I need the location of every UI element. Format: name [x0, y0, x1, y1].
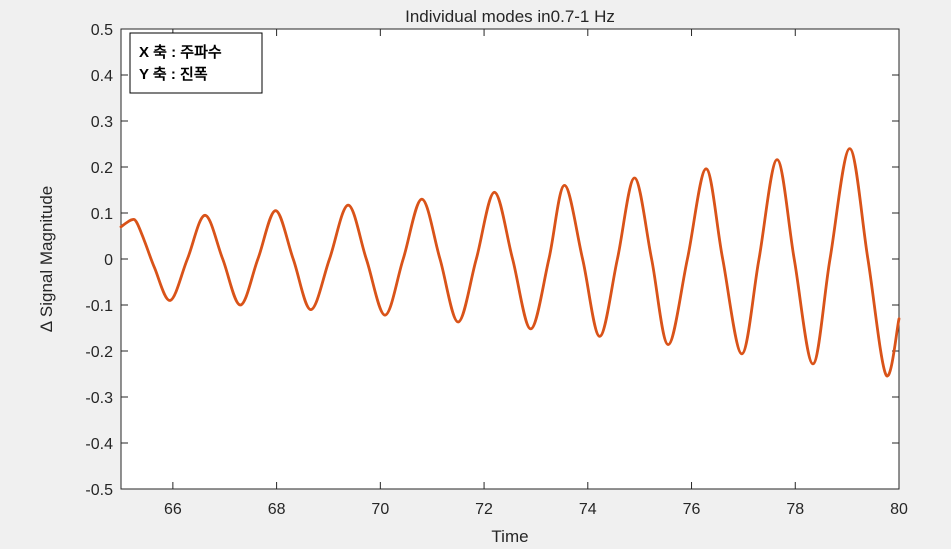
annotation-line-2: Y 축 : 진폭 [139, 66, 208, 83]
x-tick-label: 76 [683, 501, 701, 518]
y-tick-label: 0.5 [91, 22, 113, 39]
plot-area [121, 29, 899, 489]
series-line [119, 147, 901, 378]
x-tick-label: 68 [268, 501, 286, 518]
y-axis-ticks: 0.5 0.4 0.3 0.2 0.1 0 -0.1 -0.2 -0.3 -0.4 -0.5 [85, 22, 899, 499]
annotation-line-1: X 축 : 주파수 [139, 44, 222, 61]
x-tick-label: 66 [164, 501, 182, 518]
y-tick-label: 0.3 [91, 114, 113, 131]
y-tick-label: 0.1 [91, 206, 113, 223]
y-tick-label: -0.3 [85, 390, 113, 407]
annotation-frame [129, 32, 263, 94]
x-tick-label: 72 [475, 501, 493, 518]
x-tick-label: 74 [579, 501, 597, 518]
y-tick-label: -0.2 [85, 344, 113, 361]
x-tick-label: 78 [786, 501, 804, 518]
x-tick-label: 70 [371, 501, 389, 518]
y-tick-label: -0.4 [85, 436, 113, 453]
x-axis-ticks: 66 68 70 72 74 76 78 80 [164, 29, 908, 518]
y-tick-label: 0 [104, 252, 113, 269]
y-tick-label: 0.4 [91, 68, 113, 85]
x-axis-label: Time [491, 527, 528, 546]
y-tick-label: -0.5 [85, 482, 113, 499]
annotation-box: X 축 : 주파수 Y 축 : 진폭 [129, 32, 263, 94]
x-tick-label: 80 [890, 501, 908, 518]
y-axis-label: Δ Signal Magnitude [37, 186, 56, 333]
chart-title: Individual modes in0.7-1 Hz [405, 7, 615, 26]
y-tick-label: -0.1 [85, 298, 113, 315]
y-tick-label: 0.2 [91, 160, 113, 177]
